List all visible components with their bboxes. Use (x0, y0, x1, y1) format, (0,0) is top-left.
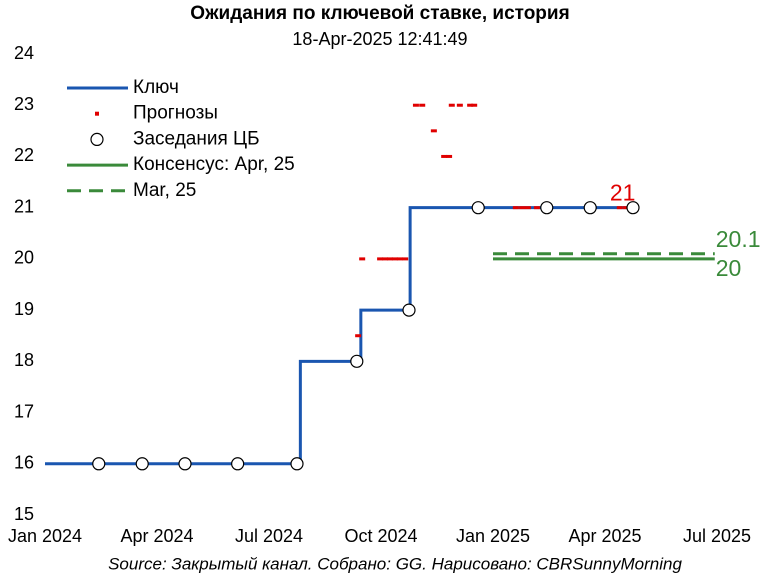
forecast-marker (359, 257, 366, 261)
legend-label: Ключ (133, 77, 179, 98)
legend-swatch (95, 111, 99, 116)
x-tick-label: Jul 2024 (235, 526, 303, 546)
forecast-marker (386, 257, 393, 261)
end-label: 21 (610, 180, 636, 206)
meeting-marker (231, 457, 245, 471)
y-tick-label: 21 (14, 196, 34, 216)
forecast-marker (456, 103, 463, 107)
legend-label: Заседания ЦБ (133, 128, 260, 149)
forecast-marker (441, 154, 448, 158)
forecast-marker (467, 103, 474, 107)
y-tick-label: 15 (14, 504, 34, 524)
source-note: Source: Закрытый канал. Собрано: GG. Нар… (108, 554, 682, 573)
forecast-marker (448, 103, 455, 107)
forecast-marker (471, 103, 478, 107)
forecast-marker (412, 103, 419, 107)
meeting-marker (626, 201, 640, 215)
meeting-marker (350, 354, 364, 368)
end-label: 20.1 (716, 226, 761, 252)
key-rate-line (45, 206, 632, 466)
x-tick-label: Jan 2024 (8, 526, 82, 546)
forecast-marker (623, 206, 630, 210)
meeting-marker (290, 457, 304, 471)
meeting-marker (135, 457, 149, 471)
y-tick-label: 19 (14, 299, 34, 319)
y-tick-label: 20 (14, 248, 34, 268)
x-tick-label: Oct 2024 (344, 526, 417, 546)
y-tick-label: 24 (14, 43, 34, 63)
forecast-marker (519, 206, 526, 210)
forecast-marker (533, 206, 540, 210)
meeting-marker (583, 201, 597, 215)
forecast-marker (419, 103, 426, 107)
meeting-marker (92, 457, 106, 471)
y-tick-label: 18 (14, 350, 34, 370)
y-tick-label: 17 (14, 401, 34, 421)
meeting-marker (402, 303, 416, 317)
end-label: 20 (716, 255, 742, 281)
y-tick-label: 23 (14, 94, 34, 114)
forecast-marker (382, 257, 389, 261)
forecast-marker (377, 257, 384, 261)
chart-subtitle: 18-Apr-2025 12:41:49 (292, 29, 467, 49)
legend-label: Прогнозы (133, 103, 218, 124)
forecast-marker (524, 206, 531, 210)
x-tick-label: Apr 2025 (568, 526, 641, 546)
forecast-marker (402, 257, 409, 261)
x-tick-label: Apr 2024 (120, 526, 193, 546)
forecast-marker (616, 206, 623, 210)
forecast-marker (430, 129, 437, 133)
y-tick-label: 16 (14, 453, 34, 473)
forecast-marker (512, 206, 519, 210)
forecast-marker (355, 334, 362, 338)
forecast-marker (396, 257, 403, 261)
forecast-marker (391, 257, 398, 261)
meeting-marker (471, 201, 485, 215)
legend-label: Mar, 25 (133, 180, 196, 201)
legend-swatch (90, 132, 104, 146)
meeting-marker (178, 457, 192, 471)
legend-label: Консенсус: Apr, 25 (133, 154, 295, 175)
x-tick-label: Jan 2025 (456, 526, 530, 546)
x-tick-label: Jul 2025 (683, 526, 751, 546)
meeting-marker (540, 201, 554, 215)
y-tick-label: 22 (14, 145, 34, 165)
forecast-marker (446, 154, 453, 158)
chart-title: Ожидания по ключевой ставке, история (190, 3, 569, 24)
